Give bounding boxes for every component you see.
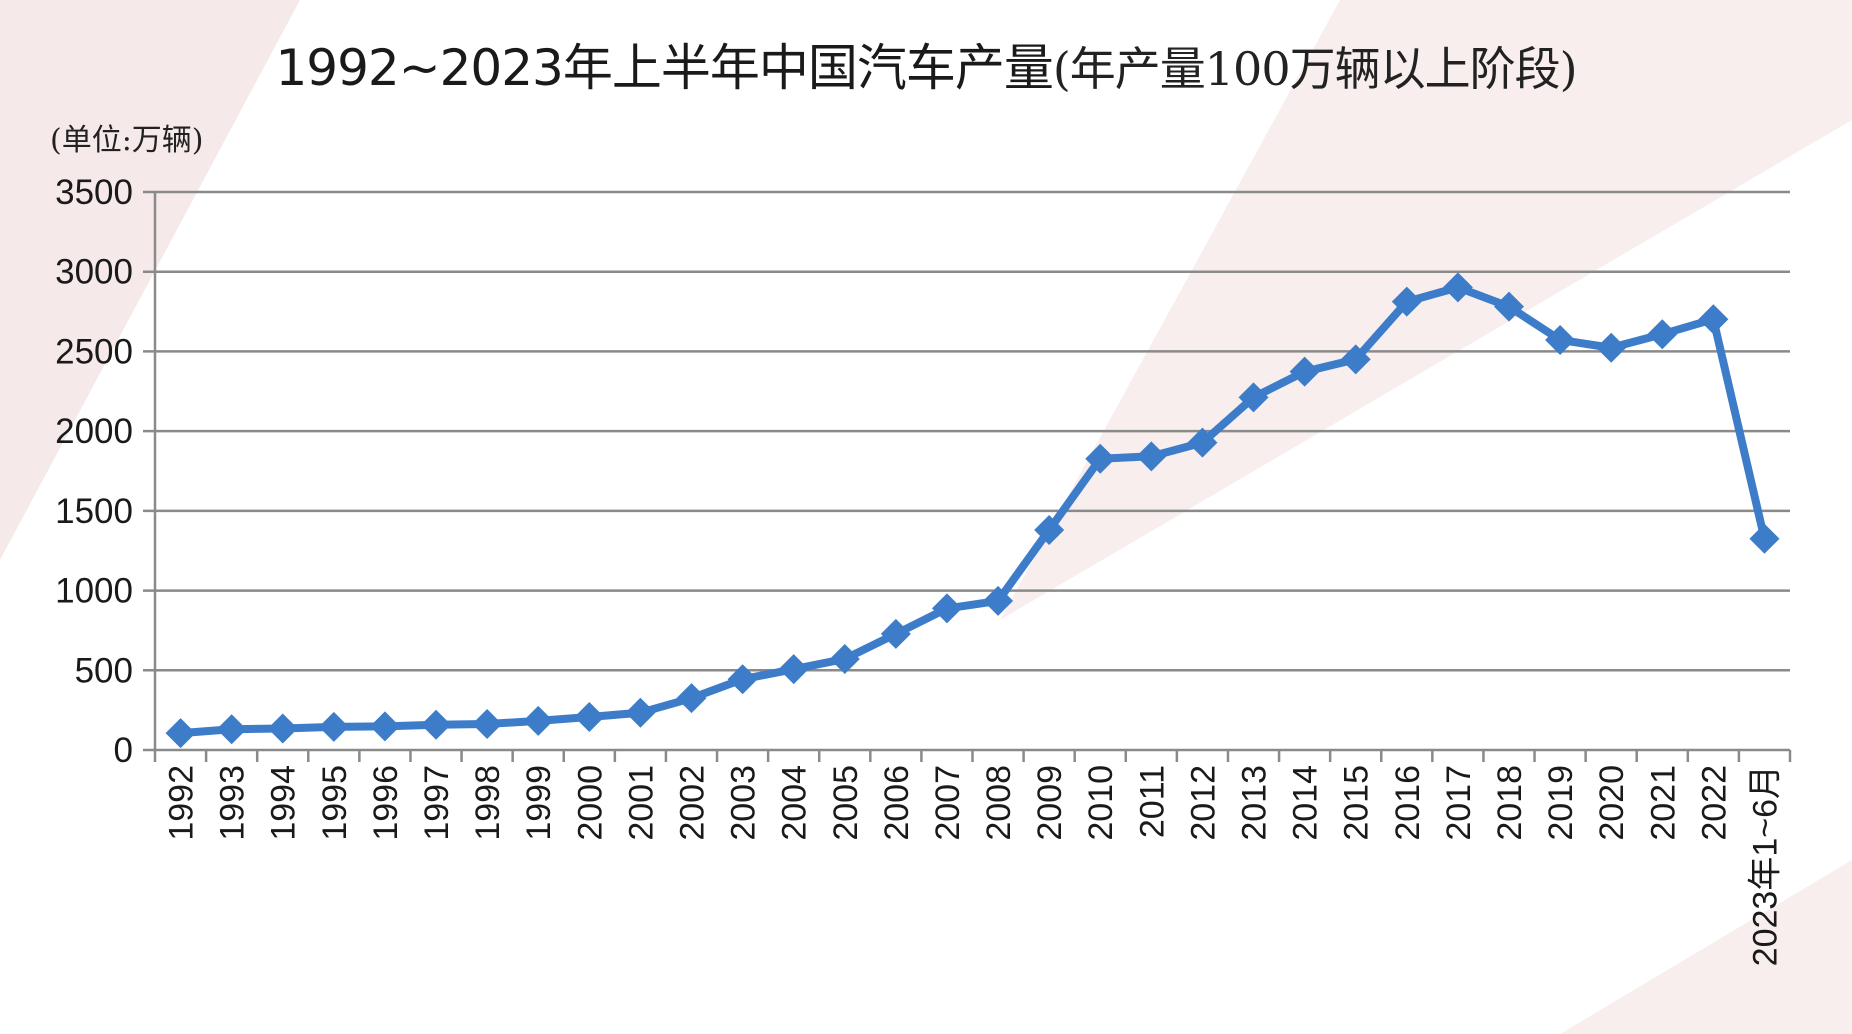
x-tick-label: 2016 [1389, 765, 1427, 841]
data-point-marker [1034, 514, 1065, 545]
x-tick-label: 1998 [469, 765, 507, 841]
y-tick-label: 2500 [55, 332, 133, 371]
data-point-marker [1596, 332, 1627, 363]
y-tick-label: 1000 [55, 572, 133, 611]
x-tick-label: 1994 [265, 765, 303, 841]
data-point-marker [829, 643, 860, 674]
x-tick-label: 2005 [827, 765, 865, 841]
x-tick-label: 2017 [1440, 765, 1478, 841]
unit-label: (单位:万辆) [50, 123, 204, 158]
data-point-marker [267, 713, 298, 744]
data-point-marker [318, 711, 349, 742]
x-tick-label: 2006 [878, 765, 916, 841]
data-point-marker [1289, 356, 1320, 387]
x-tick-label: 2003 [725, 765, 763, 841]
y-tick-label: 0 [114, 731, 133, 770]
x-tick-label: 2022 [1695, 765, 1733, 841]
data-point-marker [1238, 382, 1269, 413]
x-tick-label: 2008 [980, 765, 1018, 841]
x-tick-label: 1993 [214, 765, 252, 841]
data-point-marker [1493, 291, 1524, 322]
x-tick-label: 2021 [1644, 765, 1682, 841]
x-tick-label: 2000 [571, 765, 609, 841]
data-point-marker [931, 593, 962, 624]
data-point-marker [778, 654, 809, 685]
axes [143, 192, 1792, 762]
x-tick-label: 2009 [1031, 765, 1069, 841]
chart-title: 1992~2023年上半年中国汽车产量(年产量100万辆以上阶段) [0, 28, 1852, 100]
data-point-marker [1698, 304, 1729, 335]
data-point-marker [1545, 324, 1576, 355]
x-tick-label: 2018 [1491, 765, 1529, 841]
x-tick-label: 1992 [163, 765, 201, 841]
x-tick-label: 2023年1~6月 [1746, 765, 1784, 966]
data-point-marker [625, 697, 656, 728]
x-tick-label: 1999 [520, 765, 558, 841]
data-point-marker [216, 714, 247, 745]
data-point-marker [676, 683, 707, 714]
x-tick-label: 2004 [776, 765, 814, 841]
x-tick-label: 2020 [1593, 765, 1631, 841]
y-tick-label: 2000 [55, 412, 133, 451]
x-tick-label: 2010 [1082, 765, 1120, 841]
data-point-marker [1391, 286, 1422, 317]
x-tick-label: 2007 [929, 765, 967, 841]
data-point-marker [165, 718, 196, 749]
x-axis-ticks: 1992 1993 1994 1995 1996 1997 1998 1999 2000 2001… [163, 765, 1785, 966]
data-point-marker [523, 705, 554, 736]
data-point-marker [1442, 272, 1473, 303]
data-point-marker [574, 701, 605, 732]
x-tick-label: 1997 [418, 765, 456, 841]
y-tick-label: 3500 [55, 173, 133, 212]
data-point-marker [472, 709, 503, 740]
grid-lines [143, 190, 1790, 672]
x-tick-label: 2002 [673, 765, 711, 841]
data-point-marker [880, 618, 911, 649]
data-point-marker [1136, 441, 1167, 472]
data-point-marker [421, 709, 452, 740]
data-point-marker [1340, 344, 1371, 375]
x-tick-label: 2001 [622, 765, 660, 841]
chart-title-main: 1992~2023年上半年中国汽车产量 [275, 39, 1053, 97]
y-axis-ticks: 0 500 1000 1500 2000 2500 3000 3500 [55, 173, 133, 770]
x-tick-label: 2015 [1338, 765, 1376, 841]
x-tick-label: 2012 [1184, 765, 1222, 841]
x-tick-label: 1995 [316, 765, 354, 841]
x-tick-label: 1996 [367, 765, 405, 841]
data-point-marker [1647, 319, 1678, 350]
chart-subtitle: (年产量100万辆以上阶段) [1052, 42, 1578, 96]
y-tick-label: 1500 [55, 492, 133, 531]
data-point-marker [727, 664, 758, 695]
y-tick-label: 500 [75, 651, 133, 690]
y-tick-label: 3000 [55, 253, 133, 292]
series-group [165, 272, 1780, 749]
x-tick-label: 2013 [1236, 765, 1274, 841]
data-point-marker [369, 711, 400, 742]
x-tick-label: 2011 [1133, 765, 1171, 838]
data-point-marker [1749, 523, 1780, 554]
x-tick-label: 2019 [1542, 765, 1580, 841]
x-tick-label: 2014 [1287, 765, 1325, 841]
data-point-marker [983, 585, 1014, 616]
data-point-marker [1085, 443, 1116, 474]
data-point-marker [1187, 427, 1218, 458]
